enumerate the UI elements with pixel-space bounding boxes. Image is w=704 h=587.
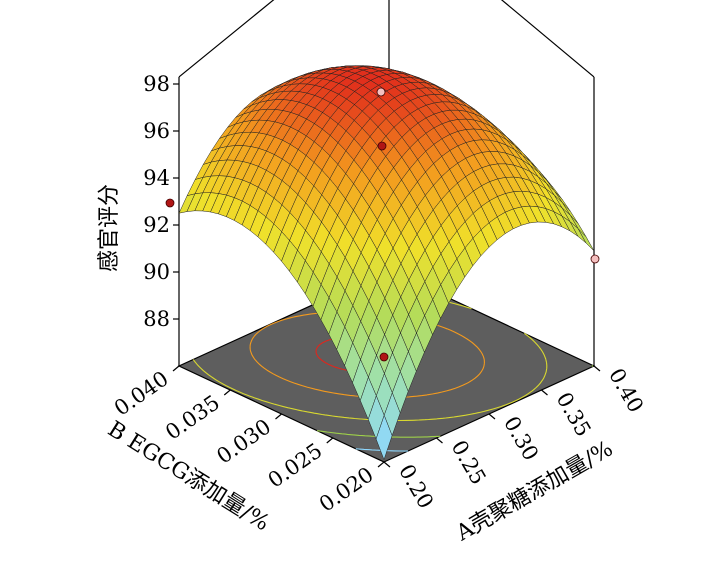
z-tick-label: 88: [143, 307, 170, 331]
y-tick-mark: [275, 413, 282, 420]
design-point: [379, 352, 389, 362]
y-tick-label: 0.020: [315, 462, 378, 516]
design-point: [590, 254, 600, 264]
z-axis-title: 感官评分: [97, 184, 122, 272]
x-tick-mark: [541, 389, 548, 396]
z-tick-label: 90: [143, 260, 170, 284]
y-tick-label: 0.030: [212, 414, 275, 468]
x-tick-label: 0.25: [446, 436, 490, 489]
x-tick-label: 0.20: [394, 460, 438, 513]
y-tick-label: 0.025: [264, 438, 327, 492]
x-tick-label: 0.30: [499, 412, 543, 465]
y-tick-mark: [377, 461, 385, 468]
x-tick-label: 0.40: [604, 364, 648, 417]
y-tick-label: 0.035: [161, 390, 224, 444]
x-tick-label: 0.35: [551, 388, 595, 441]
design-point: [165, 198, 175, 208]
y-tick-mark: [326, 437, 334, 444]
design-point: [377, 141, 387, 151]
y-tick-label: 0.040: [110, 366, 173, 420]
top-right-edge: [500, 0, 595, 78]
x-tick-mark: [436, 437, 443, 444]
response-surface: [178, 65, 595, 461]
design-point: [376, 87, 386, 97]
design-points: [165, 87, 600, 362]
surface-cell: [577, 228, 595, 252]
z-tick-label: 92: [143, 213, 170, 237]
x-tick-mark: [383, 461, 391, 468]
y-tick-mark: [172, 365, 180, 372]
y-tick-mark: [223, 389, 231, 396]
x-tick-mark: [488, 413, 496, 420]
z-tick-label: 96: [143, 119, 170, 143]
surface-cell: [375, 414, 393, 461]
x-tick-mark: [593, 365, 601, 372]
z-tick-label: 98: [143, 72, 170, 96]
z-tick-label: 94: [143, 166, 170, 190]
top-left-edge: [178, 0, 275, 78]
